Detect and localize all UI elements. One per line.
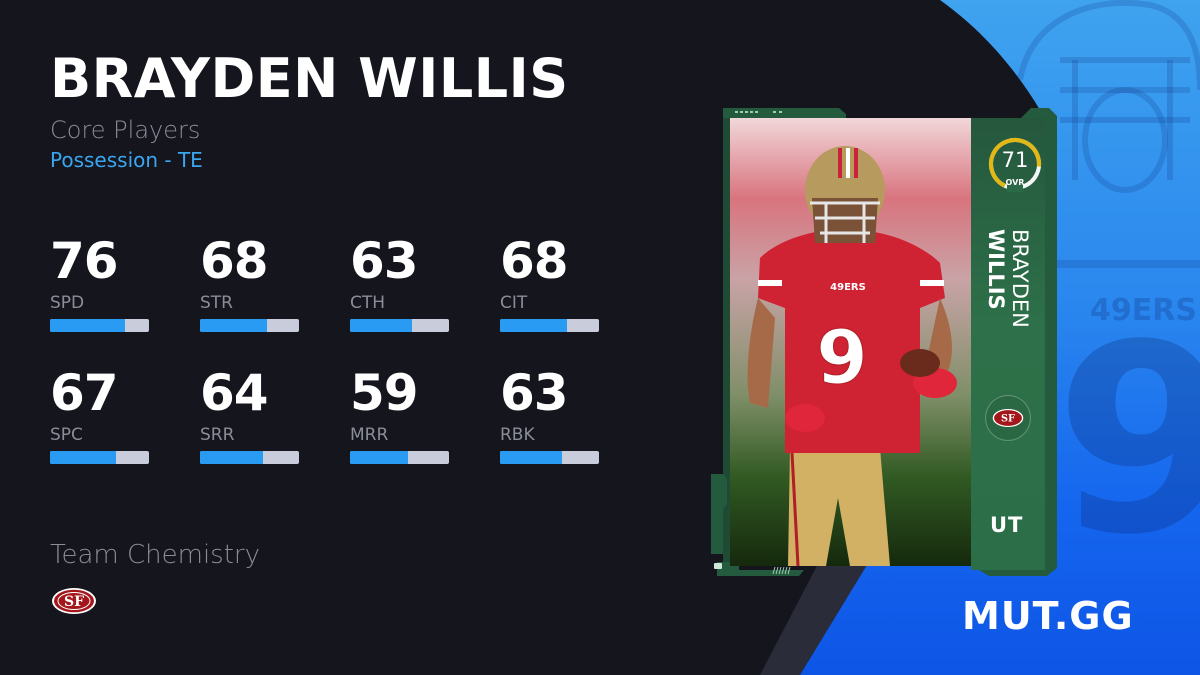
stat-bar-fill — [50, 451, 117, 464]
stat-value: 76 — [50, 232, 119, 290]
stat-value: 68 — [200, 232, 269, 290]
stat-bar — [50, 451, 149, 464]
program-name: Core Players — [50, 116, 201, 144]
ovr-badge: 71 OVR — [987, 136, 1043, 192]
stat-bar — [500, 319, 599, 332]
player-name: BRAYDEN WILLIS — [50, 47, 569, 110]
svg-text:9: 9 — [1055, 290, 1200, 592]
stat-bar — [350, 451, 449, 464]
stat-value: 68 — [500, 232, 569, 290]
svg-text:SF: SF — [64, 594, 84, 610]
ovr-value: 71 — [1001, 148, 1029, 172]
brand-logo[interactable]: MUT.GG — [962, 594, 1134, 638]
archetype-label: Possession - TE — [50, 148, 203, 172]
card-first-name: BRAYDEN — [1008, 229, 1032, 328]
svg-text:49ERS: 49ERS — [1090, 293, 1197, 328]
team-chemistry-title: Team Chemistry — [50, 540, 260, 570]
49ers-logo-icon[interactable]: SF — [51, 587, 97, 620]
stat-str: 68 STR — [200, 236, 300, 332]
ovr-ring-icon — [988, 137, 1042, 192]
card-tier-label: UT — [990, 513, 1024, 537]
stat-label: STR — [200, 293, 233, 313]
stat-value: 64 — [200, 364, 269, 422]
svg-text:SF: SF — [1001, 413, 1015, 424]
stat-spc: 67 SPC — [50, 368, 150, 464]
card-team-badge: SF — [985, 395, 1031, 441]
stat-spd: 76 SPD — [50, 236, 150, 332]
stat-value: 63 — [350, 232, 419, 290]
ovr-label: OVR — [1005, 178, 1025, 187]
49ers-logo-icon: SF — [992, 408, 1024, 428]
stat-label: SRR — [200, 425, 235, 445]
stat-cth: 63 CTH — [350, 236, 450, 332]
stat-label: CIT — [500, 293, 528, 313]
stat-bar — [50, 319, 149, 332]
stat-value: 59 — [350, 364, 419, 422]
stat-bar-fill — [350, 451, 409, 464]
stat-label: CTH — [350, 293, 386, 313]
stat-bar-fill — [500, 451, 563, 464]
stat-bar-fill — [200, 319, 268, 332]
stat-bar — [350, 319, 449, 332]
stat-srr: 64 SRR — [200, 368, 300, 464]
stat-rbk: 63 RBK — [500, 368, 600, 464]
card-side-panel — [971, 118, 1045, 570]
stat-bar-fill — [200, 451, 264, 464]
stat-mrr: 59 MRR — [350, 368, 450, 464]
stat-bar — [200, 451, 299, 464]
stat-value: 67 — [50, 364, 119, 422]
stat-label: RBK — [500, 425, 535, 445]
stat-bar-fill — [50, 319, 126, 332]
player-image: 9 49ERS — [747, 146, 957, 566]
svg-text:9: 9 — [816, 315, 868, 401]
stat-bar-fill — [350, 319, 413, 332]
stat-label: MRR — [350, 425, 389, 445]
stats-grid: 76 SPD 68 STR 63 CTH 68 CIT 67 SPC 64 SR… — [50, 236, 610, 464]
player-photo: 9 49ERS — [730, 118, 978, 566]
stat-label: SPD — [50, 293, 85, 313]
svg-text:49ERS: 49ERS — [830, 282, 866, 293]
card-last-name: WILLIS — [984, 229, 1008, 310]
stat-bar — [500, 451, 599, 464]
stat-bar-fill — [500, 319, 568, 332]
stat-cit: 68 CIT — [500, 236, 600, 332]
stat-label: SPC — [50, 425, 83, 445]
player-card[interactable]: 9 49ERS 71 OVR BRAYDEN WILLIS — [709, 104, 1061, 576]
stat-value: 63 — [500, 364, 569, 422]
stat-bar — [200, 319, 299, 332]
